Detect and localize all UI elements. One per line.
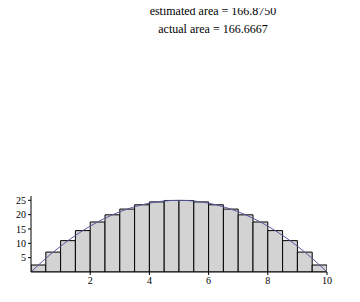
html-text:actual area = 166.6667: actual area = 166.6667: [158, 22, 268, 36]
svg-text:10: 10: [322, 275, 332, 286]
svg-text:6: 6: [206, 275, 211, 286]
html-text:estimated area = 166.8750: estimated area = 166.8750: [149, 4, 277, 18]
svg-text:20: 20: [16, 209, 26, 220]
svg-text:5: 5: [21, 252, 26, 263]
svg-text:2: 2: [88, 275, 93, 286]
svg-text:10: 10: [16, 238, 26, 249]
svg-text:15: 15: [16, 224, 26, 235]
svg-text:8: 8: [265, 275, 270, 286]
svg-text:4: 4: [147, 275, 152, 286]
svg-text:25: 25: [16, 195, 26, 206]
